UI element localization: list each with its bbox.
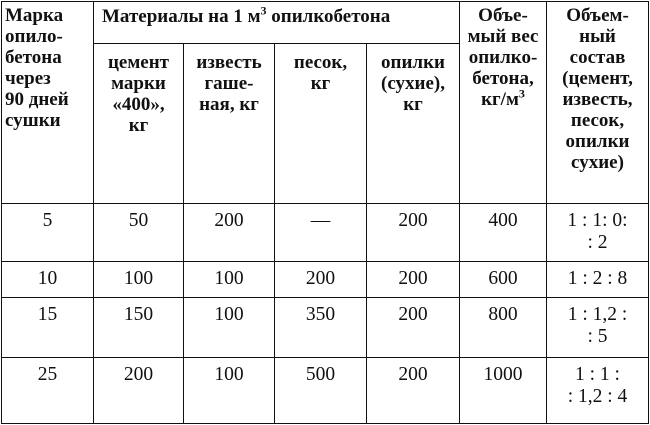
sawdust-cell: 200 [366, 297, 460, 358]
sand-header: песок, кг [274, 43, 367, 204]
composition-cell: 1 : 1: 0: : 2 [546, 203, 649, 262]
grade-header: Марка опило- бетона через 90 дней сушки [1, 1, 94, 204]
sawdust-cell: 200 [366, 357, 460, 424]
table-row: 10 100 100 200 200 600 1 : 2 : 8 [1, 261, 649, 298]
lime-cell: 100 [183, 261, 275, 298]
cement-header: цемент марки «400», кг [93, 43, 184, 204]
materials-header: Материалы на 1 м3 опилкобетона [93, 1, 460, 44]
cement-cell: 50 [93, 203, 184, 262]
lime-cell: 100 [183, 297, 275, 358]
density-cell: 400 [459, 203, 547, 262]
sand-cell: — [274, 203, 367, 262]
density-header: Объе- мый вес опилко- бетона, кг/м3 [459, 1, 547, 204]
cement-cell: 200 [93, 357, 184, 424]
grade-cell: 10 [1, 261, 94, 298]
lime-cell: 100 [183, 357, 275, 424]
composition-header: Объем- ный состав (цемент, известь, песо… [546, 1, 649, 204]
sawdust-header: опилки (сухие), кг [366, 43, 460, 204]
table-row: 15 150 100 350 200 800 1 : 1,2 : : 5 [1, 297, 649, 358]
sand-cell: 350 [274, 297, 367, 358]
composition-cell: 1 : 2 : 8 [546, 261, 649, 298]
sand-cell: 200 [274, 261, 367, 298]
density-unit: кг/м3 [481, 86, 525, 110]
table-row: 25 200 100 500 200 1000 1 : 1 : : 1,2 : … [1, 357, 649, 424]
grade-cell: 25 [1, 357, 94, 424]
density-cell: 600 [459, 261, 547, 298]
header-row-top: Марка опило- бетона через 90 дней сушки … [1, 1, 649, 204]
grade-cell: 5 [1, 203, 94, 262]
sand-cell: 500 [274, 357, 367, 424]
header-row-sub: цемент марки «400», кг известь гаше- ная… [2, 43, 649, 204]
grade-cell: 15 [1, 297, 94, 358]
lime-cell: 200 [183, 203, 275, 262]
density-cell: 1000 [459, 357, 547, 424]
composition-cell: 1 : 1 : : 1,2 : 4 [546, 357, 649, 424]
table-row: 5 50 200 — 200 400 1 : 1: 0: : 2 [1, 203, 649, 262]
sawdust-cell: 200 [366, 261, 460, 298]
composition-cell: 1 : 1,2 : : 5 [546, 297, 649, 358]
sawdust-cell: 200 [366, 203, 460, 262]
cement-cell: 100 [93, 261, 184, 298]
cement-cell: 150 [93, 297, 184, 358]
lime-header: известь гаше- ная, кг [183, 43, 275, 204]
density-cell: 800 [459, 297, 547, 358]
